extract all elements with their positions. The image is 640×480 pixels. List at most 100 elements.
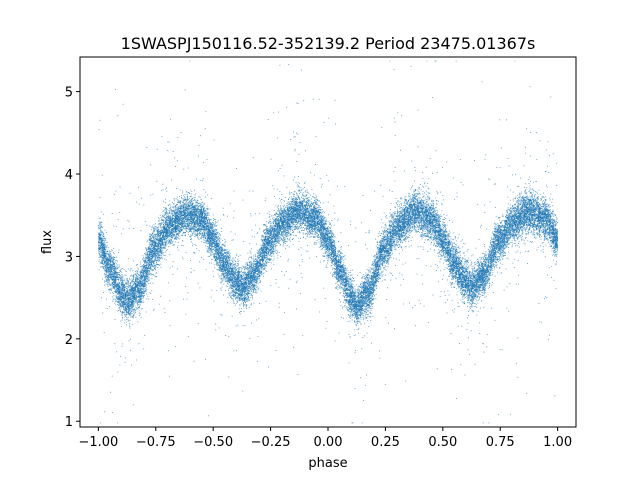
data-point <box>314 214 316 216</box>
data-point <box>145 247 147 249</box>
data-point <box>137 286 139 288</box>
data-point <box>484 290 486 292</box>
data-point <box>256 291 258 293</box>
data-point <box>323 228 325 229</box>
data-point <box>98 232 100 234</box>
data-point <box>104 263 106 265</box>
data-point <box>442 240 444 242</box>
data-point <box>240 278 242 280</box>
data-point <box>473 279 475 281</box>
data-point <box>190 214 192 216</box>
data-point <box>150 240 152 241</box>
data-point <box>375 294 377 296</box>
data-point <box>418 198 420 200</box>
data-point <box>481 283 483 285</box>
data-point <box>530 222 532 224</box>
data-point <box>361 295 363 297</box>
data-point <box>235 273 237 275</box>
data-point <box>457 284 458 286</box>
data-point <box>224 265 226 267</box>
data-point <box>533 222 535 224</box>
data-point <box>489 255 491 257</box>
data-point <box>337 281 339 282</box>
data-point <box>209 250 211 252</box>
data-point <box>412 215 414 216</box>
data-point <box>391 244 392 246</box>
data-point <box>246 263 248 265</box>
data-point <box>290 226 292 228</box>
data-point <box>120 288 122 290</box>
data-point <box>205 232 207 233</box>
data-point <box>327 234 329 236</box>
data-point <box>365 293 367 294</box>
data-point <box>463 284 465 286</box>
data-point <box>483 273 485 275</box>
data-point <box>269 221 271 223</box>
data-point <box>237 283 239 285</box>
data-point <box>398 220 400 222</box>
data-point <box>118 276 120 278</box>
data-point <box>360 294 362 296</box>
data-point <box>102 248 103 250</box>
data-point <box>320 209 321 211</box>
data-point <box>420 189 422 191</box>
data-point <box>243 279 244 281</box>
data-point <box>127 304 128 306</box>
data-point <box>317 200 318 201</box>
data-point <box>443 269 445 271</box>
data-point <box>176 222 178 224</box>
data-point <box>289 210 291 212</box>
data-point <box>450 254 452 256</box>
data-point <box>296 184 298 186</box>
data-point <box>512 206 514 208</box>
data-point <box>400 236 402 238</box>
data-point <box>244 266 246 268</box>
data-point <box>392 219 394 221</box>
data-point <box>490 246 492 248</box>
data-point <box>241 277 243 279</box>
data-point <box>414 227 415 229</box>
data-point <box>158 248 160 250</box>
data-point <box>434 250 436 252</box>
data-point <box>240 295 242 296</box>
data-point <box>417 205 419 206</box>
data-point <box>391 225 392 227</box>
data-point <box>428 218 430 220</box>
data-point <box>545 195 547 197</box>
data-point <box>212 224 214 225</box>
data-point <box>328 180 330 182</box>
data-point <box>101 243 102 245</box>
data-point <box>459 283 461 285</box>
data-point <box>229 274 231 276</box>
data-point <box>203 230 204 232</box>
data-point <box>288 215 290 217</box>
data-point <box>434 60 436 62</box>
data-point <box>503 231 505 233</box>
data-point <box>320 207 321 209</box>
data-point <box>398 237 400 239</box>
data-point <box>273 232 274 234</box>
data-point <box>393 221 395 222</box>
data-point <box>477 302 479 304</box>
data-point <box>456 288 458 290</box>
data-point <box>308 232 309 234</box>
data-point <box>242 286 243 288</box>
data-point <box>390 247 392 249</box>
data-point <box>327 245 329 247</box>
data-point <box>161 246 163 248</box>
data-point <box>144 334 146 336</box>
data-point <box>118 303 120 305</box>
data-point <box>433 216 435 218</box>
data-point <box>195 212 197 214</box>
data-point <box>400 225 402 227</box>
data-point <box>218 245 220 247</box>
data-point <box>267 258 269 260</box>
data-point <box>387 244 389 246</box>
data-point <box>195 215 197 217</box>
data-point <box>522 204 524 206</box>
data-point <box>542 196 544 198</box>
data-point <box>357 323 359 325</box>
data-point <box>367 273 369 275</box>
data-point <box>386 257 388 259</box>
data-point <box>407 202 409 204</box>
